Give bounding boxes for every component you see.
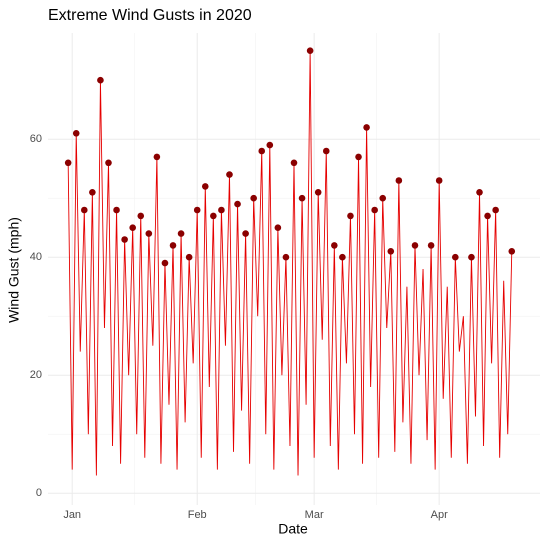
data-point: [508, 248, 516, 255]
data-point: [322, 147, 330, 155]
data-point: [427, 242, 435, 249]
data-point: [258, 147, 266, 155]
data-point: [411, 242, 419, 249]
y-axis-title: Wind Gust (mph): [6, 217, 22, 323]
data-point: [153, 153, 161, 161]
data-point: [484, 212, 491, 220]
data-point: [468, 253, 475, 261]
y-tick-label: 40: [30, 251, 42, 263]
data-point: [137, 212, 145, 220]
data-point: [89, 189, 96, 196]
chart-title: Extreme Wind Gusts in 2020: [48, 7, 252, 24]
x-tick-label: Feb: [188, 509, 207, 521]
data-point: [266, 141, 274, 149]
y-tick-label: 60: [30, 133, 42, 145]
data-point: [290, 159, 298, 167]
data-point: [97, 76, 104, 84]
x-tick-label: Mar: [305, 509, 324, 521]
data-point: [339, 253, 346, 261]
data-point: [331, 242, 338, 249]
data-point: [72, 130, 80, 137]
x-tick-label: Apr: [431, 509, 448, 521]
x-tick-label: Jan: [63, 509, 81, 521]
data-point: [306, 47, 314, 54]
data-point: [476, 189, 483, 196]
data-point: [169, 242, 177, 249]
data-point: [371, 206, 378, 214]
series-line: [67, 50, 513, 476]
data-point: [234, 200, 241, 208]
data-point: [185, 253, 193, 261]
data-point: [379, 194, 387, 202]
data-point: [218, 206, 225, 214]
data-point: [161, 259, 169, 267]
data-point: [363, 124, 370, 131]
y-tick-label: 20: [30, 369, 42, 381]
data-point: [298, 194, 306, 202]
marks: [64, 47, 516, 476]
data-point: [250, 194, 257, 202]
data-point: [113, 206, 120, 214]
data-point: [452, 253, 459, 261]
data-point: [435, 177, 443, 184]
data-point: [201, 183, 209, 190]
data-point: [355, 153, 362, 161]
data-point: [274, 224, 282, 231]
data-point: [242, 230, 249, 237]
data-point: [226, 171, 233, 178]
data-point: [395, 177, 403, 184]
data-point: [210, 212, 217, 220]
data-point: [121, 236, 128, 243]
data-point: [105, 159, 112, 167]
data-point: [387, 248, 395, 255]
data-point: [193, 206, 201, 214]
grid: [48, 33, 540, 505]
data-point: [177, 230, 185, 237]
data-point: [347, 212, 354, 220]
data-point: [64, 159, 72, 167]
x-axis-title: Date: [278, 521, 308, 537]
data-point: [145, 230, 153, 237]
data-point: [129, 224, 136, 231]
y-tick-label: 0: [36, 487, 42, 499]
data-point: [80, 206, 88, 214]
data-point: [492, 206, 499, 214]
data-point: [314, 189, 322, 196]
data-point: [282, 253, 290, 261]
